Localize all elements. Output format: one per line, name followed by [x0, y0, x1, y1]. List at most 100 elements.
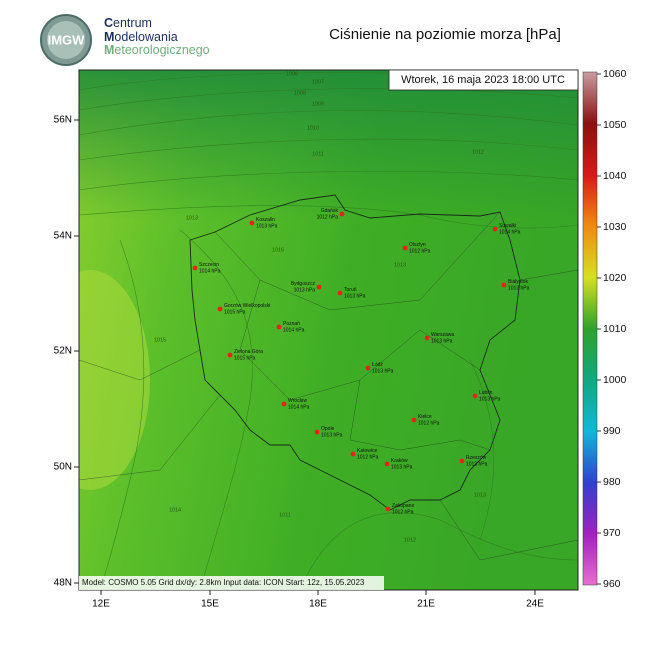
city-dot — [276, 324, 282, 330]
isobar-label: 1015 — [154, 337, 166, 343]
city-dot — [385, 506, 391, 512]
city-name: Zakopane — [392, 503, 414, 509]
isobar-label: 1014 — [169, 507, 181, 513]
isobar-label: 1010 — [307, 125, 319, 131]
city-name: Olsztyn — [409, 242, 426, 248]
city-value: 1012 hPa — [392, 509, 414, 515]
city-value: 1013 hPa — [294, 287, 316, 293]
city-name: Zielona Góra — [234, 349, 263, 355]
city-value: 1013 hPa — [344, 293, 366, 299]
org-line: Centrum — [104, 16, 152, 30]
colorbar-label: 1010 — [603, 323, 627, 335]
lat-label: 56N — [54, 115, 72, 126]
city-name: Wrocław — [288, 398, 307, 404]
footer: Model: COSMO 5.05 Grid dx/dy: 2.8km Inpu… — [82, 578, 365, 587]
city-value: 1014 hPa — [283, 327, 305, 333]
city-value: 1013 hPa — [466, 461, 488, 467]
city-value: 1014 hPa — [199, 268, 221, 274]
title: Ciśnienie na poziomie morza [hPa] — [329, 26, 561, 43]
city-name: Toruń — [344, 287, 357, 293]
city-value: 1014 hPa — [288, 404, 310, 410]
city-dot — [337, 290, 343, 296]
lat-label: 54N — [54, 231, 72, 242]
org-line: Meteorologicznego — [104, 43, 210, 57]
isobar-label: 1011 — [279, 512, 291, 518]
city-name: Szczecin — [199, 262, 219, 268]
isobar-label: 1009 — [312, 101, 324, 107]
lon-label: 12E — [92, 599, 110, 610]
city-name: Warszawa — [431, 332, 454, 338]
org-line: Modelowania — [104, 29, 178, 44]
city-dot — [249, 220, 255, 226]
city-dot — [365, 365, 371, 371]
isobar-label: 1012 — [404, 537, 416, 543]
isobar-label: 1008 — [294, 90, 306, 96]
lon-label: 24E — [526, 599, 544, 610]
city-dot — [472, 393, 478, 399]
colorbar-label: 1050 — [603, 119, 627, 131]
city-dot — [217, 306, 223, 312]
colorbar-label: 1020 — [603, 272, 627, 284]
city-name: Opole — [321, 426, 335, 432]
lat-label: 48N — [54, 578, 72, 589]
city-name: Suwałki — [499, 223, 516, 229]
city-dot — [501, 282, 507, 288]
city-dot — [384, 461, 390, 467]
city-dot — [411, 417, 417, 423]
city-dot — [192, 265, 198, 271]
city-name: Kielce — [418, 414, 432, 420]
city-name: Katowice — [357, 448, 378, 454]
city-name: Koszalin — [256, 217, 275, 223]
city-dot — [316, 284, 322, 290]
city-value: 1012 hPa — [357, 454, 379, 460]
city-value: 1012 hPa — [409, 248, 431, 254]
city-name: Poznań — [283, 321, 300, 327]
isobar-label: 1007 — [312, 79, 324, 85]
city-dot — [402, 245, 408, 251]
colorbar-label: 1060 — [603, 68, 627, 80]
city-dot — [281, 401, 287, 407]
city-value: 1013 hPa — [256, 223, 278, 229]
colorbar-label: 1000 — [603, 374, 627, 386]
lat-label: 52N — [54, 346, 72, 357]
city-value: 1015 hPa — [224, 309, 246, 315]
city-value: 1015 hPa — [234, 355, 256, 361]
city-name: Gdańsk — [321, 208, 339, 214]
colorbar-label: 970 — [603, 527, 621, 539]
city-dot — [227, 352, 233, 358]
isobar-label: 1006 — [286, 71, 298, 77]
isobar-label: 1013 — [186, 215, 198, 221]
city-dot — [350, 451, 356, 457]
city-value: 1012 hPa — [418, 420, 440, 426]
colorbar-label: 990 — [603, 425, 621, 437]
org-name: Centrum Modelowania Meteorologicznego — [104, 16, 210, 58]
timestamp: Wtorek, 16 maja 2023 18:00 UTC — [401, 74, 565, 86]
isobar-label: 1012 — [472, 149, 484, 155]
city-dot — [424, 335, 430, 341]
isobar-label: 1013 — [394, 262, 406, 268]
logo-text: IMGW — [48, 32, 86, 47]
city-dot — [459, 458, 465, 464]
city-value: 1013 hPa — [479, 396, 501, 402]
lat-label: 50N — [54, 462, 72, 473]
colorbar-label: 1030 — [603, 221, 627, 233]
